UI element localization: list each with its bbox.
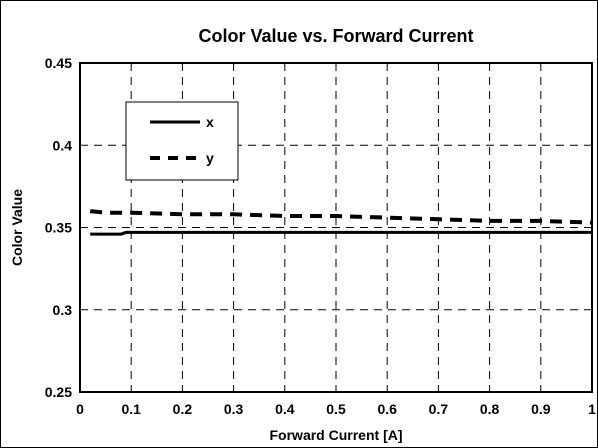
- series-line-y: [89, 209, 593, 225]
- tick-labels: 0 0.1 0.2 0.3 0.4 0.5 0.6 0.7 0.8 0.9 1 0.25 0.3 0.35…: [45, 55, 596, 417]
- x-tick-label: 0.4: [275, 401, 295, 417]
- x-tick-label: 0.3: [224, 401, 244, 417]
- y-tick-label: 0.25: [45, 384, 72, 400]
- y-axis-label: Color Value: [9, 189, 25, 266]
- series-line-x: [90, 230, 592, 236]
- series-layer: [89, 209, 593, 236]
- plot-area-frame: [79, 62, 593, 393]
- y-tick-label: 0.35: [45, 220, 72, 236]
- x-tick-label: 0.9: [531, 401, 551, 417]
- legend: xy: [125, 101, 239, 181]
- x-tick-label: 0.1: [121, 401, 141, 417]
- x-tick-label: 1: [588, 401, 596, 417]
- x-axis-label: Forward Current [A]: [270, 427, 403, 443]
- chart-title: Color Value vs. Forward Current: [198, 26, 473, 46]
- x-tick-label: 0.7: [429, 401, 449, 417]
- legend-box: [125, 101, 239, 181]
- x-tick-label: 0.5: [326, 401, 346, 417]
- y-tick-label: 0.4: [53, 137, 73, 153]
- y-tick-label: 0.45: [45, 55, 72, 71]
- y-tick-label: 0.3: [53, 302, 73, 318]
- x-tick-label: 0.8: [480, 401, 500, 417]
- legend-label-y: y: [206, 150, 214, 166]
- x-tick-label: 0.2: [173, 401, 193, 417]
- legend-label-x: x: [206, 114, 214, 130]
- x-tick-label: 0: [76, 401, 84, 417]
- x-tick-label: 0.6: [377, 401, 397, 417]
